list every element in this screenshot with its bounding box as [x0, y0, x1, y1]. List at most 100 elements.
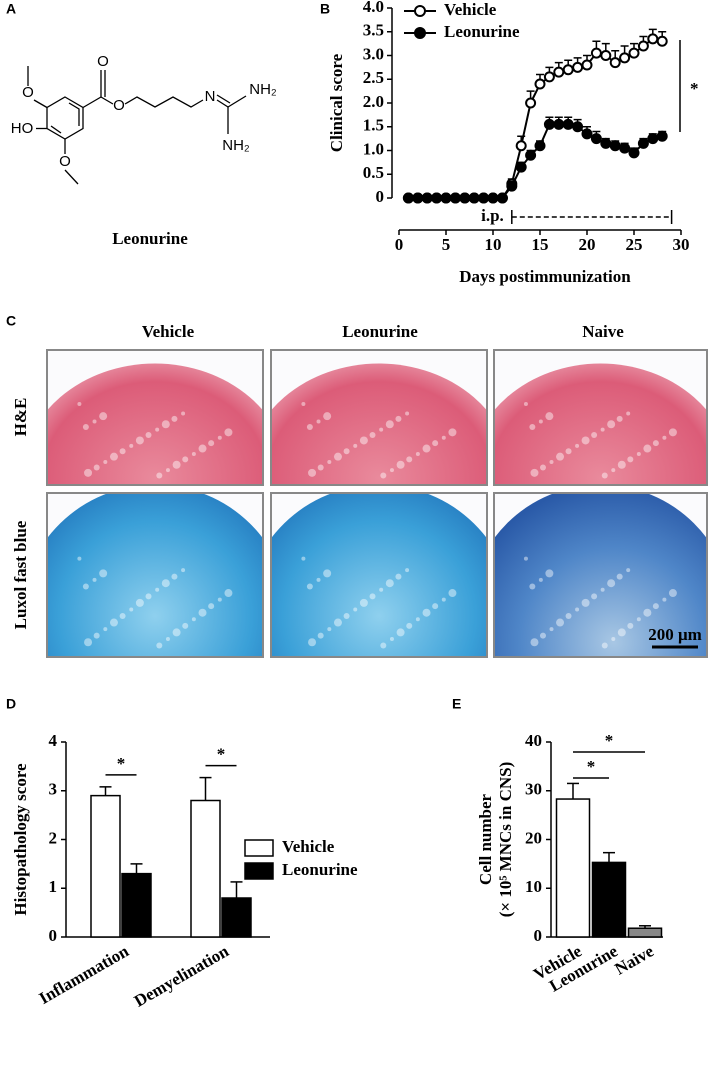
data-point [656, 35, 668, 47]
atom-label: NH₂ [249, 81, 277, 98]
y-axis-title: (× 10⁵ MNCs in CNS) [496, 762, 515, 918]
data-point [543, 71, 555, 83]
texture [432, 440, 439, 447]
texture [600, 427, 605, 432]
data-point [600, 50, 612, 61]
data-point [412, 192, 424, 204]
significance-mark: * [117, 754, 126, 773]
y-tick-label: 20 [525, 828, 542, 847]
y-tick-label: 3.5 [363, 21, 384, 40]
y-axis-title: Cell number [476, 793, 495, 885]
texture [448, 428, 457, 437]
texture [530, 468, 539, 477]
y-tick-label: 4.0 [363, 0, 384, 16]
texture [181, 411, 186, 416]
data-point [525, 97, 537, 109]
texture [208, 440, 215, 447]
texture [575, 443, 580, 448]
data-point [572, 121, 584, 133]
data-point [562, 64, 574, 76]
bar [591, 861, 627, 938]
texture [316, 419, 321, 424]
legend-swatch [244, 839, 274, 857]
texture [627, 456, 634, 463]
texture [556, 618, 565, 627]
texture [422, 444, 431, 453]
tissue [494, 493, 707, 657]
texture [668, 589, 677, 598]
texture [601, 472, 608, 479]
y-tick-label: 1.5 [363, 116, 384, 135]
y-tick-label: 40 [525, 731, 542, 750]
texture [155, 427, 160, 432]
texture [333, 618, 342, 627]
panel-letter: D [6, 696, 16, 712]
y-tick-label: 2.0 [363, 92, 384, 111]
legend-marker [414, 5, 426, 17]
texture [129, 443, 134, 448]
atom-label: O [97, 53, 109, 70]
significance-mark: * [587, 757, 596, 776]
texture [581, 598, 590, 607]
texture [359, 436, 368, 445]
atom-label: N [205, 88, 216, 105]
texture [333, 452, 342, 461]
bond [64, 169, 79, 185]
data-point [590, 47, 602, 59]
row-label: H&E [11, 398, 30, 437]
significance-mark: * [690, 79, 699, 98]
texture [165, 636, 170, 641]
texture [389, 468, 394, 473]
texture [396, 460, 405, 469]
texture [611, 468, 616, 473]
texture [389, 636, 394, 641]
y-tick-label: 30 [525, 780, 542, 799]
texture [306, 423, 313, 430]
texture [406, 622, 413, 629]
texture [156, 642, 163, 649]
x-tick-label: Inflammation [36, 941, 133, 1008]
y-tick-label: 1.0 [363, 139, 384, 158]
texture [323, 569, 332, 578]
texture [182, 622, 189, 629]
bond [216, 99, 229, 108]
texture [636, 451, 641, 456]
atom-label: HO [11, 120, 34, 137]
texture [301, 556, 306, 561]
texture [323, 412, 332, 421]
texture [369, 593, 376, 600]
data-point [431, 192, 443, 204]
texture [575, 607, 580, 612]
data-point [459, 192, 471, 204]
texture [626, 411, 631, 416]
texture [161, 579, 170, 588]
micrograph-frame [46, 349, 264, 486]
texture [643, 444, 652, 453]
data-point [440, 192, 452, 204]
data-point [506, 180, 518, 192]
texture [626, 568, 631, 573]
data-point [553, 118, 565, 130]
texture [643, 608, 652, 617]
texture [92, 577, 97, 582]
panel-letter: B [320, 1, 330, 17]
texture [316, 577, 321, 582]
data-point [525, 149, 537, 161]
texture [82, 423, 89, 430]
texture [327, 627, 332, 632]
bond [33, 99, 48, 109]
data-point [496, 192, 508, 204]
bar [190, 799, 221, 938]
bond [82, 96, 102, 109]
texture [545, 412, 554, 421]
micrograph-frame [493, 492, 708, 658]
texture [145, 593, 152, 600]
bond [227, 95, 247, 108]
texture [652, 603, 659, 610]
legend-label: Vehicle [444, 0, 497, 19]
data-point [590, 133, 602, 145]
texture [396, 628, 405, 637]
texture [545, 569, 554, 578]
texture [171, 415, 178, 422]
significance-mark: * [217, 744, 226, 763]
